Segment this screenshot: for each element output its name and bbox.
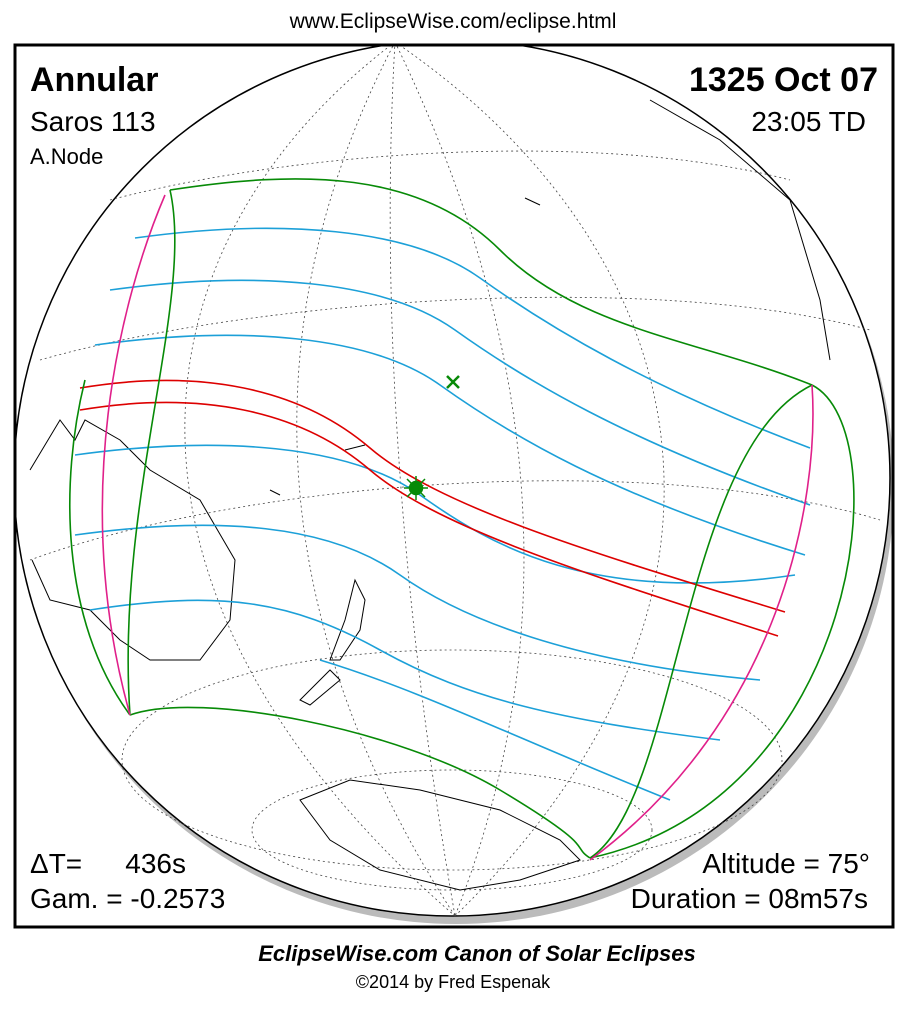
- globe-disc: [16, 46, 891, 917]
- globe: [16, 46, 892, 924]
- coastlines: [29, 99, 831, 891]
- saros: Saros 113: [30, 106, 156, 137]
- penumbral-limits: [69, 178, 855, 859]
- date: 1325 Oct 07: [689, 61, 878, 99]
- node: A.Node: [30, 144, 103, 169]
- frame: [13, 43, 895, 929]
- footer-title: EclipseWise.com Canon of Solar Eclipses: [258, 941, 696, 966]
- central-path: [79, 379, 786, 637]
- rise-set-curves: [101, 194, 814, 861]
- delta-t-value: 436s: [125, 848, 186, 879]
- url: www.EclipseWise.com/eclipse.html: [289, 10, 617, 33]
- footer-credit: ©2014 by Fred Espenak: [356, 972, 551, 992]
- gamma: Gam. = -0.2573: [30, 883, 225, 914]
- greatest-eclipse-marker: [404, 375, 460, 500]
- eclipse-type: Annular: [30, 61, 158, 99]
- altitude: Altitude = 75°: [702, 848, 870, 879]
- time: 23:05 TD: [751, 106, 866, 137]
- duration: Duration = 08m57s: [631, 883, 868, 914]
- magnitude-lines: [74, 227, 811, 801]
- delta-t-label: ΔT=: [30, 848, 82, 879]
